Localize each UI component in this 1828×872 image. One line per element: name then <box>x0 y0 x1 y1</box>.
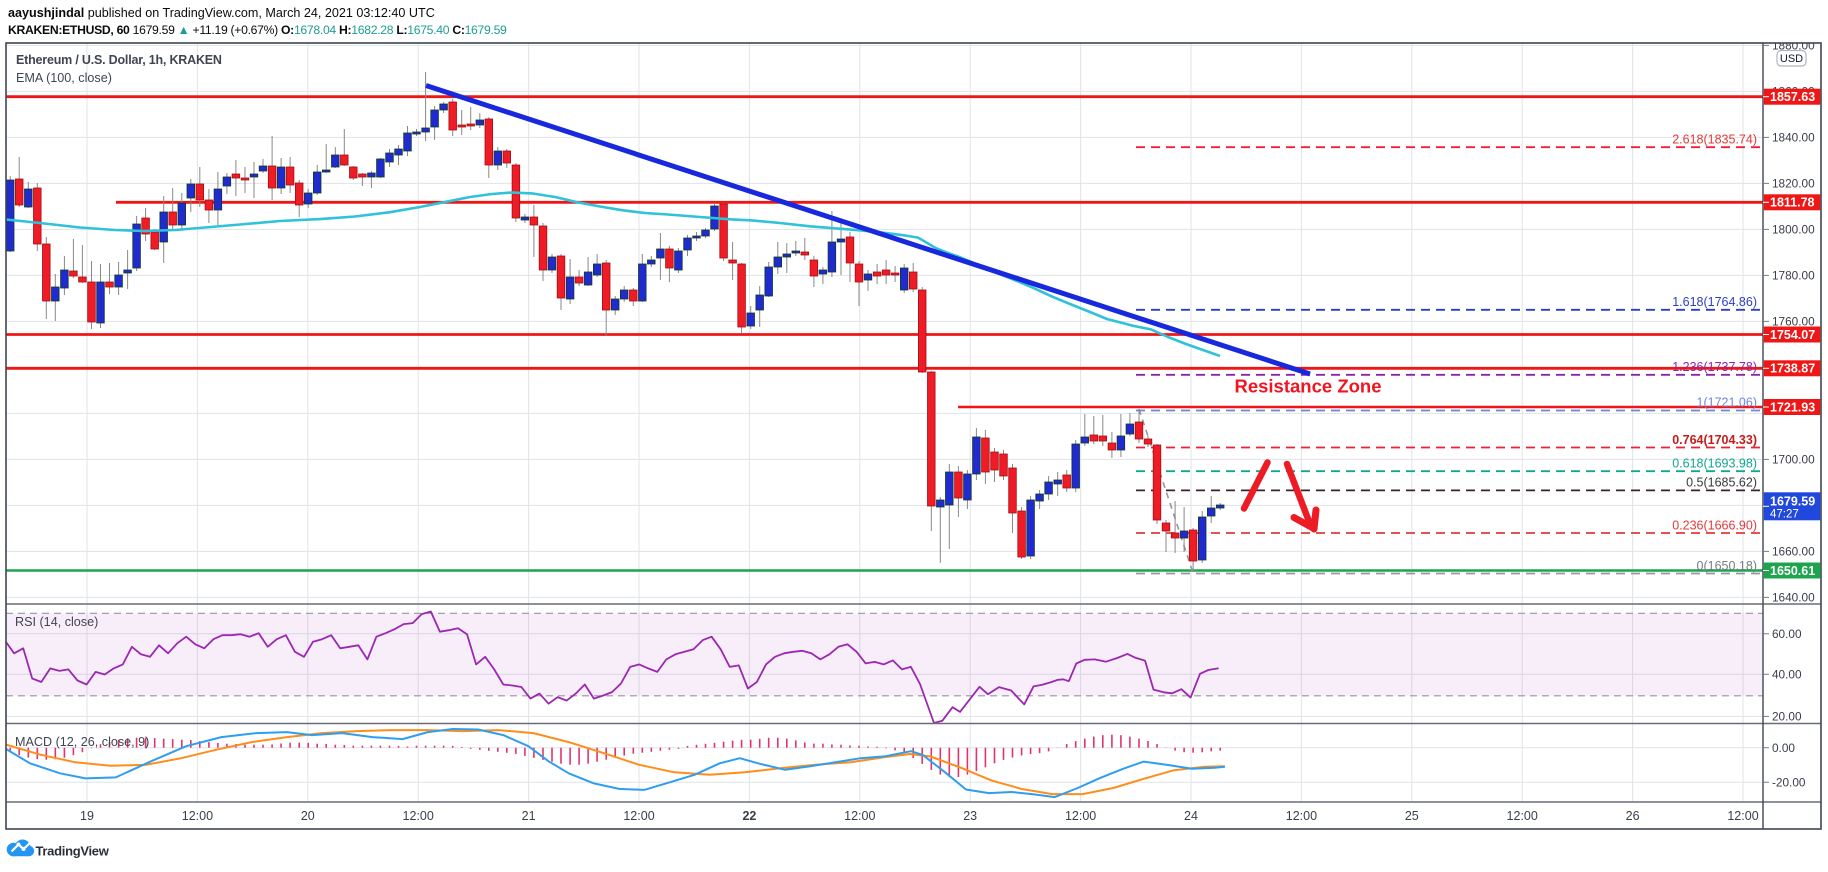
svg-text:12:00: 12:00 <box>623 809 654 823</box>
svg-text:1754.07: 1754.07 <box>1770 328 1815 342</box>
svg-text:12:00: 12:00 <box>1065 809 1096 823</box>
svg-text:1800.00: 1800.00 <box>1772 223 1815 237</box>
svg-text:TradingView: TradingView <box>36 844 110 859</box>
svg-text:1(1721.06): 1(1721.06) <box>1697 396 1757 410</box>
svg-text:0.00: 0.00 <box>1772 741 1795 755</box>
svg-text:25: 25 <box>1405 809 1419 823</box>
svg-text:22: 22 <box>742 809 756 823</box>
svg-text:24: 24 <box>1184 809 1198 823</box>
svg-text:1721.93: 1721.93 <box>1770 400 1815 414</box>
svg-text:1840.00: 1840.00 <box>1772 131 1815 145</box>
svg-text:26: 26 <box>1626 809 1640 823</box>
svg-text:12:00: 12:00 <box>182 809 213 823</box>
svg-text:0.764(1704.33): 0.764(1704.33) <box>1672 433 1757 447</box>
svg-text:1.236(1737.78): 1.236(1737.78) <box>1672 360 1757 374</box>
svg-text:1811.78: 1811.78 <box>1770 196 1815 210</box>
svg-text:12:00: 12:00 <box>1727 809 1758 823</box>
svg-text:0.5(1685.62): 0.5(1685.62) <box>1686 476 1757 490</box>
svg-text:23: 23 <box>963 809 977 823</box>
svg-text:12:00: 12:00 <box>1507 809 1538 823</box>
svg-text:40.00: 40.00 <box>1772 668 1802 682</box>
svg-text:USD: USD <box>1780 53 1803 65</box>
svg-text:MACD (12, 26, close, 9): MACD (12, 26, close, 9) <box>15 735 149 749</box>
svg-text:1880.00: 1880.00 <box>1772 39 1815 53</box>
svg-text:EMA (100, close): EMA (100, close) <box>16 71 112 85</box>
svg-text:1679.59: 1679.59 <box>1770 494 1815 508</box>
svg-text:47:27: 47:27 <box>1770 508 1799 520</box>
svg-text:1660.00: 1660.00 <box>1772 545 1815 559</box>
svg-text:21: 21 <box>522 809 536 823</box>
svg-text:19: 19 <box>80 809 94 823</box>
svg-text:1640.00: 1640.00 <box>1772 591 1815 605</box>
svg-text:KRAKEN:ETHUSD, 60 1679.59 ▲ +: KRAKEN:ETHUSD, 60 1679.59 ▲ +11.19 (+0.6… <box>8 23 507 37</box>
svg-text:1760.00: 1760.00 <box>1772 315 1815 329</box>
svg-text:1780.00: 1780.00 <box>1772 269 1815 283</box>
svg-text:60.00: 60.00 <box>1772 627 1802 641</box>
svg-text:12:00: 12:00 <box>1286 809 1317 823</box>
svg-text:0.236(1666.90): 0.236(1666.90) <box>1672 518 1757 532</box>
svg-text:Resistance Zone: Resistance Zone <box>1234 376 1381 397</box>
svg-text:aayushjindal published on Trad: aayushjindal published on TradingView.co… <box>8 6 435 20</box>
svg-text:Ethereum / U.S. Dollar, 1h, KR: Ethereum / U.S. Dollar, 1h, KRAKEN <box>16 53 222 67</box>
svg-text:2.618(1835.74): 2.618(1835.74) <box>1672 133 1757 147</box>
svg-text:1.618(1764.86): 1.618(1764.86) <box>1672 295 1757 309</box>
svg-text:1738.87: 1738.87 <box>1770 362 1815 376</box>
svg-text:0.618(1693.98): 0.618(1693.98) <box>1672 457 1757 471</box>
svg-text:12:00: 12:00 <box>403 809 434 823</box>
svg-text:1650.61: 1650.61 <box>1770 564 1815 578</box>
svg-text:1820.00: 1820.00 <box>1772 177 1815 191</box>
svg-text:12:00: 12:00 <box>844 809 875 823</box>
svg-text:20: 20 <box>301 809 315 823</box>
svg-text:RSI (14, close): RSI (14, close) <box>15 615 98 629</box>
svg-text:1700.00: 1700.00 <box>1772 453 1815 467</box>
svg-text:-20.00: -20.00 <box>1772 775 1806 789</box>
svg-text:20.00: 20.00 <box>1772 710 1802 724</box>
svg-text:0(1650.18): 0(1650.18) <box>1697 559 1757 573</box>
svg-text:1857.63: 1857.63 <box>1770 90 1815 104</box>
